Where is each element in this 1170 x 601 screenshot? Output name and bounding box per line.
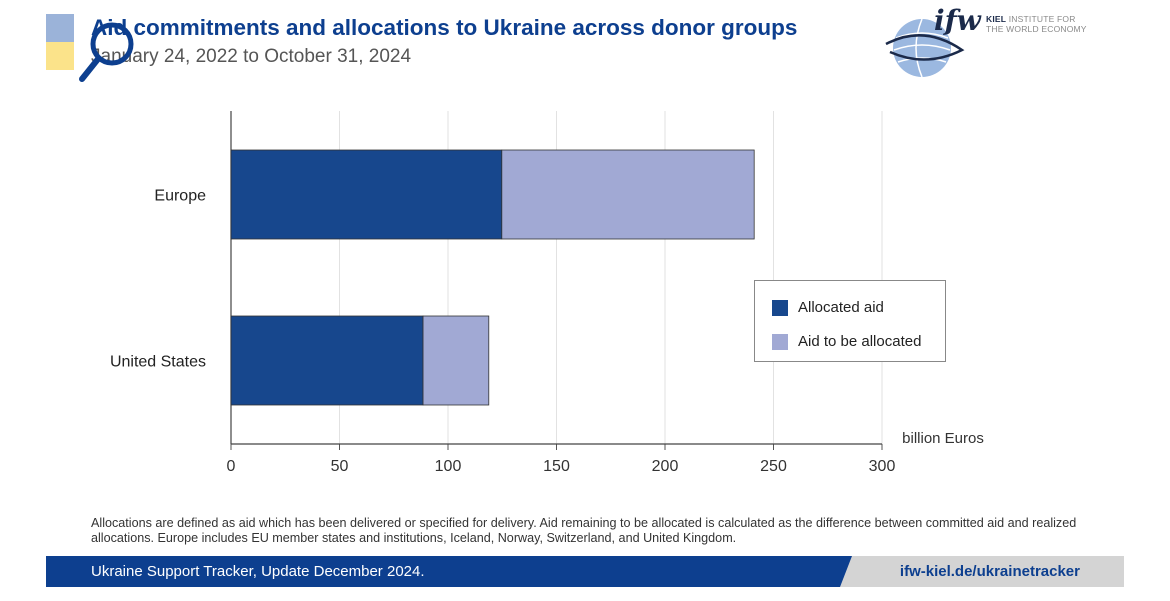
bar-united-states-to-be-allocated: [422, 315, 490, 406]
legend: Allocated aid Aid to be allocated: [754, 280, 946, 362]
x-tick-label-150: 150: [543, 458, 570, 475]
flag-blue-square: [46, 14, 74, 42]
magnifier-icon: [79, 22, 134, 82]
footer-bar-blue: [46, 556, 852, 587]
x-tick-label-0: 0: [227, 458, 236, 475]
globe-logo-icon: [885, 18, 965, 78]
category-label-united-states: United States: [110, 354, 206, 371]
footnote: Allocations are defined as aid which has…: [91, 516, 1077, 545]
legend-label-to-be-allocated: Aid to be allocated: [798, 333, 922, 350]
bar-europe-allocated: [230, 149, 503, 240]
bar-europe-to-be-allocated: [501, 149, 755, 240]
legend-swatch-to-be-allocated: [772, 333, 788, 350]
legend-item-allocated: Allocated aid: [772, 299, 884, 316]
chart-title: Aid commitments and allocations to Ukrai…: [91, 15, 798, 40]
ifw-logo: ifw: [934, 4, 981, 37]
x-axis-label: billion Euros: [902, 430, 984, 447]
legend-item-to-be-allocated: Aid to be allocated: [772, 333, 921, 350]
footer-source-text: Ukraine Support Tracker, Update December…: [91, 563, 425, 580]
legend-label-allocated: Allocated aid: [798, 299, 884, 316]
x-tick-label-100: 100: [435, 458, 462, 475]
x-tick-label-200: 200: [652, 458, 679, 475]
category-label-europe: Europe: [154, 188, 206, 205]
x-tick-label-250: 250: [760, 458, 787, 475]
x-tick-label-50: 50: [331, 458, 349, 475]
chart-subtitle: January 24, 2022 to October 31, 2024: [91, 46, 412, 67]
bar-united-states-allocated: [230, 315, 424, 406]
institute-name: KIEL INSTITUTE FOR THE WORLD ECONOMY: [986, 14, 1087, 34]
legend-swatch-allocated: [772, 299, 788, 316]
x-tick-label-300: 300: [869, 458, 896, 475]
flag-yellow-square: [46, 42, 74, 70]
footer-link[interactable]: ifw-kiel.de/ukrainetracker: [899, 563, 1080, 580]
